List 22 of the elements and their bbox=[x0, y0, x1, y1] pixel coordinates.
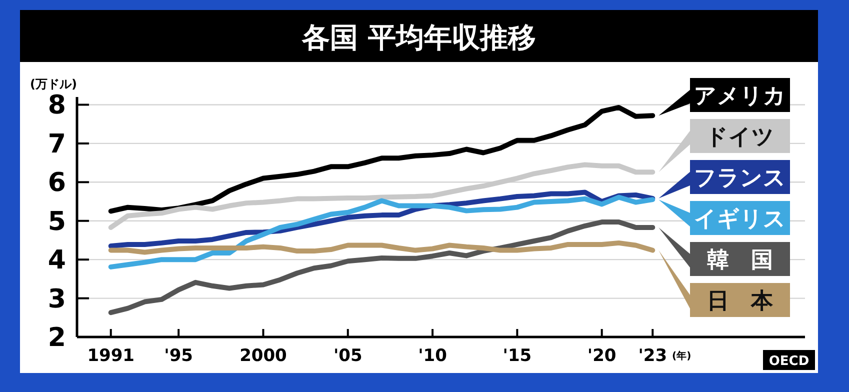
y-axis-title: (万ドル) bbox=[30, 77, 77, 91]
x-tick-label: '15 bbox=[502, 346, 532, 366]
y-tick-label: 6 bbox=[48, 168, 66, 198]
legend-label: アメリカ bbox=[694, 84, 786, 109]
x-tick-label: '05 bbox=[333, 346, 362, 366]
x-tick-label: '23 bbox=[638, 346, 668, 366]
x-tick-label: 1991 bbox=[87, 346, 135, 366]
y-tick-label: 2 bbox=[48, 323, 66, 353]
y-tick-label: 7 bbox=[48, 129, 66, 160]
text: OECD bbox=[768, 354, 810, 369]
y-tick-label: 8 bbox=[48, 90, 66, 121]
x-axis-title: (年) bbox=[672, 350, 692, 362]
y-tick-label: 5 bbox=[48, 206, 66, 237]
legend-label: ドイツ bbox=[706, 125, 774, 150]
x-tick-label: '10 bbox=[418, 346, 448, 366]
x-tick-label: '95 bbox=[164, 346, 194, 366]
legend-label: 韓 国 bbox=[707, 248, 773, 273]
x-tick-label: '20 bbox=[587, 346, 616, 366]
x-tick-label: 2000 bbox=[240, 346, 288, 366]
y-tick-label: 3 bbox=[48, 284, 66, 314]
chart-title: 各国 平均年収推移 bbox=[301, 21, 536, 54]
y-tick-label: 4 bbox=[48, 246, 66, 276]
